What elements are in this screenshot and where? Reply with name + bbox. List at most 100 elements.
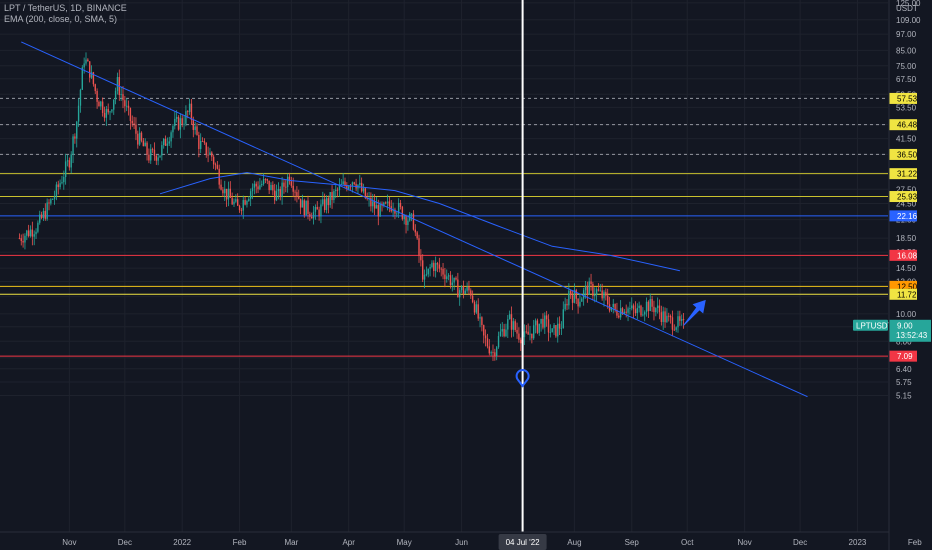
candle-body: [518, 333, 520, 340]
candle-body: [447, 275, 450, 277]
candle-body: [55, 184, 58, 197]
price-axis[interactable]: USDT125.00109.0097.0085.0075.0067.5059.5…: [853, 0, 932, 550]
candle-body: [229, 188, 231, 198]
level-tag[interactable]: [889, 148, 917, 160]
candle-body: [359, 182, 361, 185]
candle-body: [490, 352, 492, 354]
candle-body: [362, 188, 365, 192]
candle-body: [422, 260, 424, 280]
y-tick-label: 75.00: [896, 62, 917, 71]
candle-body: [87, 59, 89, 62]
last-price-tag[interactable]: [889, 319, 931, 342]
candle-body: [331, 192, 333, 201]
candle-body: [114, 90, 117, 100]
candle-body: [225, 188, 228, 200]
candle-body: [538, 323, 540, 333]
arrow-up-icon[interactable]: [683, 299, 706, 326]
candle-body: [59, 183, 61, 188]
trendline[interactable]: [21, 41, 808, 398]
level-tag[interactable]: [889, 280, 917, 292]
candle-body: [336, 189, 339, 191]
candle-body: [507, 319, 509, 330]
level-tag[interactable]: [889, 168, 917, 180]
candle-body: [438, 264, 441, 269]
level-tag[interactable]: [889, 191, 917, 203]
candle-body: [460, 285, 463, 291]
candle-body: [584, 285, 587, 291]
candle-body: [107, 108, 109, 113]
level-tag[interactable]: [889, 92, 917, 104]
candle-body: [126, 105, 128, 107]
candle-body: [494, 352, 496, 357]
candle-body: [405, 216, 407, 225]
candle-body: [44, 210, 46, 219]
candle-body: [379, 203, 381, 217]
horizontal-levels[interactable]: [0, 97, 888, 357]
candle-body: [496, 347, 498, 357]
candle-body: [20, 238, 22, 241]
candle-body: [166, 143, 169, 146]
y-tick-label: 85.00: [896, 46, 917, 55]
level-tag[interactable]: [889, 350, 917, 362]
candle-body: [383, 202, 385, 206]
candle-body: [212, 156, 215, 165]
candle-body: [183, 123, 185, 125]
candle-body: [527, 331, 529, 335]
arrow-annotation[interactable]: [683, 299, 706, 326]
candle-body: [614, 303, 616, 310]
candle-body: [46, 202, 48, 219]
candle-body: [50, 199, 52, 204]
candle-body: [473, 302, 476, 313]
level-tag[interactable]: [889, 249, 917, 261]
candle-body: [301, 200, 304, 208]
candle-body: [516, 329, 518, 334]
candle-body: [137, 133, 139, 145]
candle-body: [632, 305, 635, 310]
candle-body: [68, 160, 71, 168]
candle-body: [488, 346, 490, 354]
y-tick-label: 18.50: [896, 234, 917, 243]
candle-body: [418, 238, 420, 256]
y-tick-label: 67.50: [896, 75, 917, 84]
price-axis-bg: [889, 0, 932, 550]
candle-body: [547, 319, 550, 333]
candle-body: [681, 319, 683, 321]
level-tag[interactable]: [889, 288, 917, 300]
candle-body: [203, 141, 206, 143]
candle-body: [592, 283, 594, 297]
level-tag[interactable]: [889, 210, 917, 222]
candle-body: [255, 183, 257, 187]
candle-body: [427, 268, 429, 275]
candle-body: [205, 142, 207, 155]
candle-body: [207, 154, 209, 156]
candle-body: [22, 240, 24, 243]
symbol-tag[interactable]: [853, 319, 888, 331]
candle-body: [346, 185, 348, 190]
candle-body: [268, 180, 270, 191]
candle-body: [181, 118, 183, 125]
candle-body: [625, 311, 627, 313]
candle-body: [333, 190, 335, 201]
candle-body: [562, 309, 564, 328]
candle-body: [370, 197, 372, 207]
candle-body: [325, 198, 328, 211]
candle-body: [425, 274, 428, 276]
candle-body: [198, 134, 200, 150]
candle-body: [305, 200, 307, 216]
candle-body: [510, 314, 513, 330]
candle-body: [66, 160, 69, 162]
candle-body: [299, 198, 302, 208]
ema-200-line[interactable]: [159, 172, 681, 272]
candle-body: [311, 216, 313, 219]
level-tag[interactable]: [889, 119, 917, 131]
candle-body: [464, 290, 466, 294]
candle-body: [512, 321, 515, 330]
candle-body: [649, 299, 651, 312]
location-marker-icon: [515, 369, 530, 388]
candle-body: [188, 103, 191, 112]
candle-body: [455, 277, 457, 280]
candle-body: [605, 291, 607, 296]
